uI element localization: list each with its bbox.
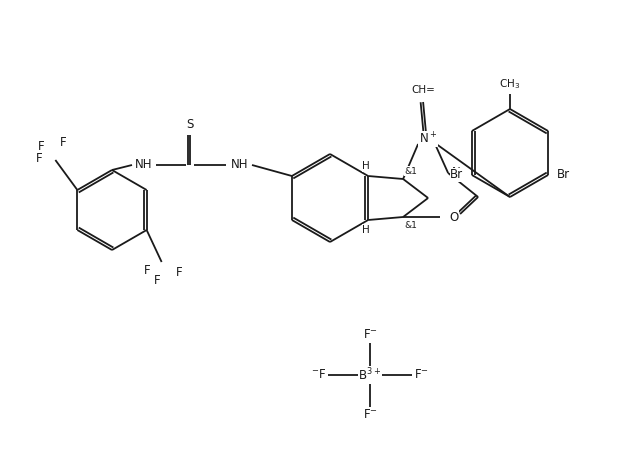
Text: F: F [154, 273, 161, 286]
Text: F: F [60, 136, 67, 148]
Text: CH$_3$: CH$_3$ [500, 77, 521, 91]
Text: &1: &1 [404, 220, 418, 229]
Text: O: O [450, 211, 459, 224]
Text: CH=: CH= [411, 85, 435, 95]
Text: NH: NH [135, 159, 153, 171]
Text: NH: NH [231, 159, 249, 171]
Text: N$^+$: N$^+$ [419, 132, 437, 146]
Text: S: S [186, 118, 194, 132]
Text: F: F [145, 263, 151, 277]
Text: B$^{3+}$: B$^{3+}$ [358, 367, 382, 383]
Text: N: N [452, 167, 460, 180]
Text: F: F [176, 265, 183, 278]
Text: F: F [36, 152, 42, 164]
Text: F$^{-}$: F$^{-}$ [363, 329, 377, 342]
Text: $^{-}$F: $^{-}$F [311, 368, 326, 381]
Text: &1: &1 [404, 167, 418, 176]
Text: H: H [362, 161, 370, 171]
Text: F: F [38, 139, 44, 153]
Text: F$^{-}$: F$^{-}$ [363, 409, 377, 422]
Text: H: H [362, 225, 370, 235]
Text: Br: Br [557, 168, 570, 182]
Text: Br: Br [450, 168, 463, 182]
Text: F$^{-}$: F$^{-}$ [414, 368, 429, 381]
